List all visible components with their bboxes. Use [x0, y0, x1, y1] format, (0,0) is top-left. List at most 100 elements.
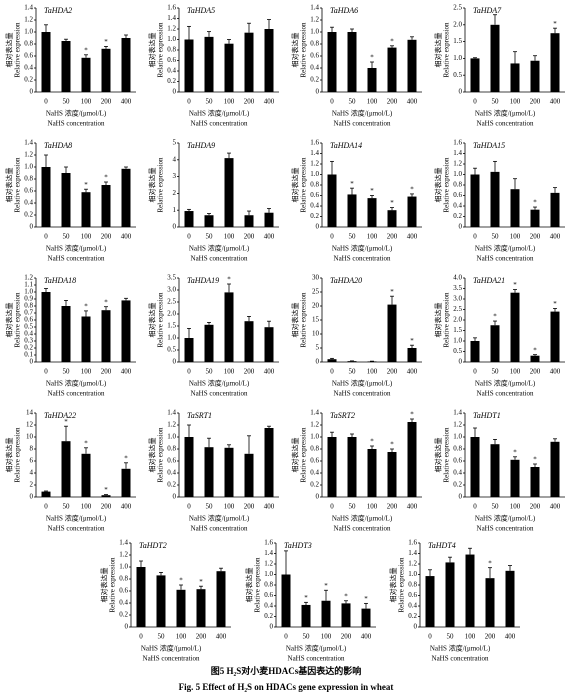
bar [347, 194, 357, 227]
significance: * [104, 486, 108, 494]
x-tick-label: 400 [264, 503, 275, 511]
x-label-zh: NaHS 浓度/(μmol/L) [475, 109, 536, 118]
x-tick-label: 0 [187, 233, 191, 241]
x-tick-label: 400 [407, 368, 418, 376]
y-label-zh: 相对表达量 [434, 303, 443, 338]
bar [204, 324, 214, 362]
y-label-en: Relative expression [109, 557, 117, 613]
chart-title: TaHDA8 [44, 141, 72, 150]
y-tick-label: 1.2 [453, 421, 462, 429]
y-tick-label: 1.6 [453, 139, 462, 147]
x-tick-label: 0 [44, 233, 48, 241]
y-tick-label: 0.8 [453, 445, 462, 453]
bar [530, 355, 540, 362]
y-label-zh: 相对表达量 [5, 303, 14, 338]
y-tick-label: 1.2 [167, 421, 176, 429]
x-tick-label: 100 [510, 233, 521, 241]
x-tick-label: 100 [81, 98, 92, 106]
bar [204, 215, 214, 227]
x-tick-label: 50 [63, 233, 71, 241]
panel: 0 0.2 0.4 0.6 0.8 1.0 1.2 1.4 1.6 TaHDT4 相对表达量 Rela… [389, 539, 520, 663]
x-tick-label: 0 [330, 368, 334, 376]
y-tick-label: 1.0 [310, 28, 319, 36]
panel: 0 0.2 0.4 0.6 0.8 1.0 1.2 1.4 1.6 TaHDA14 相对表达量 Rel… [291, 139, 422, 263]
panel: 0 0.2 0.4 0.6 0.8 1.0 1.2 1.4 TaHDA6 相对表达量 Relativ… [291, 4, 422, 128]
y-tick-label: 0.4 [24, 64, 33, 72]
y-label-en: Relative expression [300, 292, 308, 348]
y-tick-label: 0.6 [167, 56, 176, 64]
x-tick-label: 50 [206, 98, 214, 106]
y-tick-label: 0.8 [24, 175, 33, 183]
bar [387, 452, 397, 497]
bar [510, 189, 520, 227]
bar [407, 196, 417, 227]
x-tick-label: 400 [121, 368, 132, 376]
bar [490, 24, 500, 92]
y-tick-label: 1.0 [453, 170, 462, 178]
bar [485, 578, 495, 627]
significance: * [84, 181, 88, 189]
bar [530, 467, 540, 497]
x-tick-label: 400 [264, 368, 275, 376]
x-tick-label: 200 [530, 233, 541, 241]
significance: * [84, 439, 88, 447]
x-tick-label: 50 [303, 633, 311, 641]
bar [244, 321, 254, 362]
y-tick-label: 0.8 [310, 445, 319, 453]
y-tick-label: 0.6 [310, 52, 319, 60]
y-tick-label: 1.4 [24, 139, 33, 147]
y-label-zh: 相对表达量 [434, 168, 443, 203]
y-tick-label: 1.0 [453, 337, 462, 345]
bar [121, 300, 131, 362]
bar [121, 468, 131, 497]
y-tick-label: 0 [316, 88, 320, 96]
y-label-zh: 相对表达量 [5, 168, 14, 203]
y-tick-label: 1.5 [453, 37, 462, 45]
y-tick-label: 1.4 [119, 539, 128, 547]
x-label-zh: NaHS 浓度/(μmol/L) [475, 244, 536, 253]
y-tick-label: 0.6 [24, 52, 33, 60]
bar [470, 437, 480, 497]
y-tick-label: 1.4 [310, 409, 319, 417]
x-tick-label: 100 [81, 368, 92, 376]
x-label-zh: NaHS 浓度/(μmol/L) [189, 514, 250, 523]
y-label-zh: 相对表达量 [5, 438, 14, 473]
y-tick-label: 1.6 [264, 539, 273, 547]
bar [387, 304, 397, 362]
bar [264, 327, 274, 362]
bar [136, 567, 146, 627]
y-tick-label: 0 [459, 88, 463, 96]
y-tick-label: 0 [30, 88, 34, 96]
y-tick-label: 1.0 [167, 35, 176, 43]
y-tick-label: 1.2 [24, 16, 33, 24]
caption-zh: 图5 H₂S对小麦HDACs基因表达的影响 [211, 665, 361, 676]
x-label-en: NaHS concentration [432, 655, 489, 663]
y-tick-label: 30 [312, 274, 320, 282]
bar [101, 48, 111, 92]
significance: * [104, 298, 108, 306]
y-tick-label: 2.0 [453, 316, 462, 324]
x-tick-label: 100 [367, 98, 378, 106]
x-tick-label: 100 [224, 98, 235, 106]
y-tick-label: 1.0 [24, 288, 33, 296]
x-tick-label: 50 [206, 503, 214, 511]
bar [367, 361, 377, 362]
y-label-en: Relative expression [443, 157, 451, 213]
x-tick-label: 50 [492, 368, 500, 376]
x-label-zh: NaHS 浓度/(μmol/L) [141, 644, 202, 653]
bar [510, 63, 520, 92]
bar [61, 41, 71, 92]
y-label-zh: 相对表达量 [100, 568, 109, 603]
significance: * [533, 346, 537, 354]
x-tick-label: 50 [63, 368, 71, 376]
x-tick-label: 0 [187, 368, 191, 376]
bar [470, 58, 480, 92]
y-label-en: Relative expression [300, 157, 308, 213]
y-tick-label: 2 [30, 481, 34, 489]
x-tick-label: 400 [121, 503, 132, 511]
y-label-zh: 相对表达量 [434, 438, 443, 473]
y-tick-label: 0.6 [24, 187, 33, 195]
bar [224, 447, 234, 497]
significance: * [324, 582, 328, 590]
y-tick-label: 0 [173, 358, 177, 366]
